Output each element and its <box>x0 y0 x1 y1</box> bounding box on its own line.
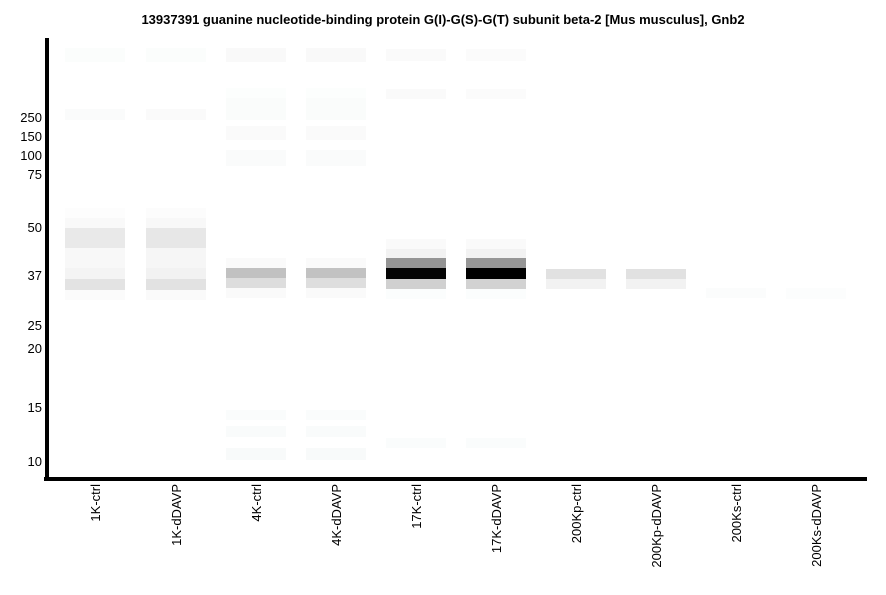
protein-band <box>226 448 286 460</box>
protein-band <box>626 279 686 289</box>
figure-title: 13937391 guanine nucleotide-binding prot… <box>141 12 745 27</box>
protein-band <box>466 438 526 448</box>
protein-band <box>65 268 125 279</box>
protein-band <box>146 48 206 62</box>
protein-band <box>146 290 206 300</box>
protein-band <box>306 448 366 460</box>
protein-band <box>466 239 526 249</box>
protein-band <box>65 109 125 120</box>
y-axis-tick-label: 50 <box>27 219 42 235</box>
protein-band <box>466 279 526 289</box>
protein-band <box>65 248 125 268</box>
protein-band <box>146 268 206 279</box>
y-axis-tick-label: 250 <box>20 109 42 125</box>
y-axis-tick-label: 37 <box>27 267 42 283</box>
lane-label: 4K-ctrl <box>249 484 264 522</box>
protein-band <box>146 248 206 268</box>
protein-band <box>226 48 286 62</box>
protein-band <box>226 268 286 278</box>
protein-band <box>226 426 286 437</box>
lane-label: 17K-dDAVP <box>489 484 504 554</box>
lane-label: 4K-dDAVP <box>329 484 344 546</box>
protein-band <box>306 268 366 278</box>
protein-band <box>306 258 366 268</box>
protein-band <box>386 438 446 448</box>
protein-band <box>466 258 526 268</box>
protein-band <box>386 268 446 279</box>
protein-band <box>226 98 286 120</box>
y-axis-tick-label: 100 <box>20 147 42 163</box>
protein-band <box>226 258 286 268</box>
y-axis-tick-label: 25 <box>27 317 42 333</box>
y-axis-spine <box>45 38 49 481</box>
protein-band <box>146 228 206 248</box>
lane-label: 17K-ctrl <box>409 484 424 529</box>
protein-band <box>786 288 846 299</box>
protein-band <box>306 288 366 298</box>
protein-band <box>386 239 446 249</box>
protein-band <box>65 208 125 218</box>
protein-band <box>226 288 286 298</box>
protein-band <box>65 279 125 290</box>
protein-band <box>306 278 366 288</box>
protein-band <box>466 289 526 299</box>
protein-band <box>306 126 366 140</box>
protein-band <box>386 89 446 99</box>
y-axis-tick-label: 75 <box>27 166 42 182</box>
lane-label: 200Ks-ctrl <box>729 484 744 543</box>
protein-band <box>65 228 125 248</box>
protein-band <box>65 48 125 62</box>
lane-label: 200Kp-ctrl <box>569 484 584 544</box>
y-axis-tick-label: 10 <box>27 453 42 469</box>
lane-label: 200Ks-dDAVP <box>809 484 824 567</box>
protein-band <box>546 269 606 279</box>
lane-label: 1K-dDAVP <box>169 484 184 546</box>
protein-band <box>466 268 526 279</box>
protein-band <box>466 89 526 99</box>
protein-band <box>386 249 446 258</box>
protein-band <box>226 88 286 98</box>
protein-band <box>306 410 366 420</box>
protein-band <box>146 109 206 120</box>
protein-band <box>386 289 446 299</box>
lane-label: 1K-ctrl <box>88 484 103 522</box>
protein-band <box>306 426 366 437</box>
protein-band <box>146 279 206 290</box>
protein-band <box>65 290 125 300</box>
protein-band <box>626 269 686 279</box>
protein-band <box>386 49 446 61</box>
protein-band <box>226 410 286 420</box>
protein-band <box>386 279 446 289</box>
protein-band <box>386 258 446 268</box>
protein-band <box>146 208 206 218</box>
y-axis-tick-label: 150 <box>20 128 42 144</box>
protein-band <box>226 150 286 166</box>
y-axis-tick-label: 20 <box>27 340 42 356</box>
protein-band <box>306 98 366 120</box>
protein-band <box>146 218 206 228</box>
protein-band <box>306 48 366 62</box>
protein-band <box>546 279 606 289</box>
x-axis-spine <box>44 477 867 481</box>
protein-band <box>466 49 526 61</box>
protein-band <box>706 288 766 298</box>
protein-band <box>226 126 286 140</box>
protein-band <box>306 88 366 98</box>
protein-band <box>226 278 286 288</box>
protein-band <box>65 218 125 228</box>
y-axis-tick-label: 15 <box>27 399 42 415</box>
protein-band <box>466 249 526 258</box>
lane-label: 200Kp-dDAVP <box>649 484 664 568</box>
protein-band <box>306 150 366 166</box>
